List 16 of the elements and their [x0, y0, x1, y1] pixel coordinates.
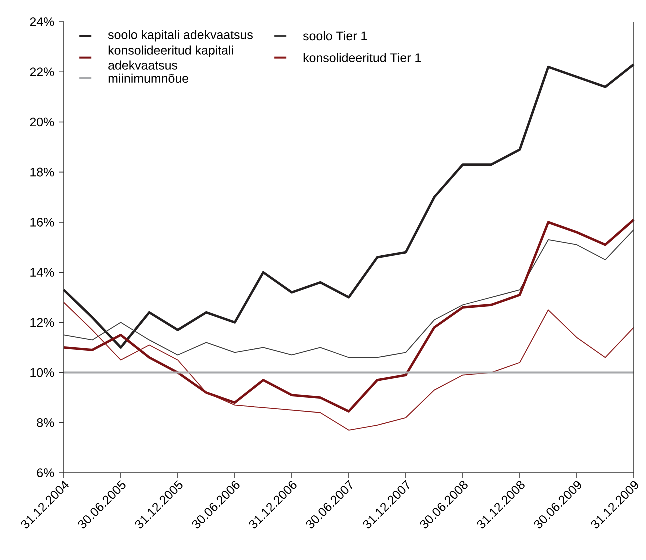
y-tick-label: 22%	[30, 68, 54, 76]
y-tick-label: 8%	[37, 418, 54, 428]
y-tick-label: 20%	[30, 118, 54, 127]
y-tick-label: 14%	[30, 268, 54, 277]
y-tick-label: 10%	[30, 368, 54, 378]
line-series	[64, 302, 634, 431]
y-tick-label: 18%	[30, 168, 54, 177]
line-series	[62, 218, 636, 413]
y-tick-label: 24%	[30, 18, 54, 26]
y-tick-label: 12%	[30, 318, 54, 328]
legend-label: soolo kapitali adekvaatsus	[108, 30, 253, 42]
y-tick-label: 16%	[30, 218, 54, 227]
legend-label: miinimumnõue	[108, 74, 188, 84]
legend-label: soolo Tier 1	[303, 31, 368, 41]
y-tick-label: 6%	[37, 468, 54, 478]
legend-label: konsolideeritud Tier 1	[304, 53, 422, 62]
